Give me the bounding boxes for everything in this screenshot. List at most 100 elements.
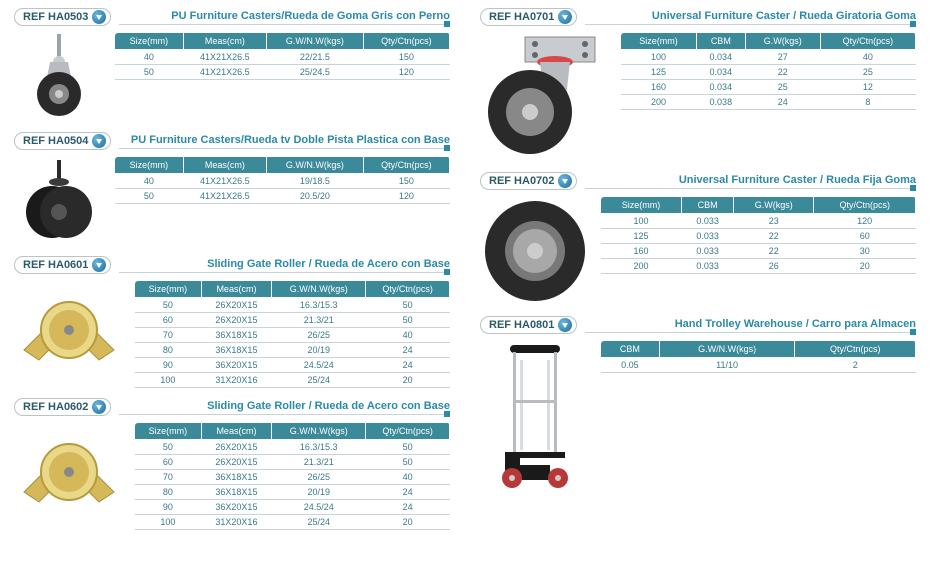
col-header: Meas(cm) xyxy=(183,33,266,50)
spec-table: Size(mm)Meas(cm)G.W/N.W(kgs)Qty/Ctn(pcs)… xyxy=(114,156,450,204)
product-title: Sliding Gate Roller / Rueda de Acero con… xyxy=(119,400,450,415)
cell: 100 xyxy=(135,373,202,388)
table-row: 7036X18X1526/2540 xyxy=(135,328,450,343)
cell: 0.034 xyxy=(696,65,745,80)
cell: 50 xyxy=(135,440,202,455)
cell: 20/19 xyxy=(272,343,366,358)
cell: 31X20X16 xyxy=(201,515,271,530)
spec-table: Size(mm)CBMG.W(kgs)Qty/Ctn(pcs)1000.0342… xyxy=(620,32,916,110)
col-header: Qty/Ctn(pcs) xyxy=(795,341,916,358)
product-title: Hand Trolley Warehouse / Carro para Alma… xyxy=(585,318,916,333)
spec-table: Size(mm)CBMG.W(kgs)Qty/Ctn(pcs)1000.0332… xyxy=(600,196,916,274)
cell: 26 xyxy=(734,259,814,274)
product-image xyxy=(14,280,124,370)
col-header: G.W/N.W(kgs) xyxy=(659,341,795,358)
arrow-down-icon xyxy=(558,174,572,188)
col-header: Qty/Ctn(pcs) xyxy=(814,197,916,214)
product-title: PU Furniture Casters/Rueda de Goma Gris … xyxy=(119,10,450,25)
cell: 11/10 xyxy=(659,358,795,373)
col-header: Size(mm) xyxy=(115,33,184,50)
cell: 90 xyxy=(135,358,202,373)
col-header: G.W(kgs) xyxy=(734,197,814,214)
col-header: Size(mm) xyxy=(601,197,682,214)
cell: 50 xyxy=(115,65,184,80)
table-row: 2000.0332620 xyxy=(601,259,916,274)
cell: 25/24 xyxy=(272,373,366,388)
cell: 12 xyxy=(820,80,915,95)
table-row: 0.0511/102 xyxy=(601,358,916,373)
cell: 36X20X15 xyxy=(201,500,271,515)
cell: 70 xyxy=(135,470,202,485)
cell: 0.05 xyxy=(601,358,660,373)
col-header: G.W/N.W(kgs) xyxy=(266,33,363,50)
cell: 27 xyxy=(745,50,820,65)
cell: 23 xyxy=(734,214,814,229)
arrow-down-icon xyxy=(92,134,106,148)
table-row: 10031X20X1625/2420 xyxy=(135,373,450,388)
cell: 20 xyxy=(814,259,916,274)
table-row: 5041X21X26.525/24.5120 xyxy=(115,65,450,80)
cell: 150 xyxy=(363,174,449,189)
col-header: Qty/Ctn(pcs) xyxy=(820,33,915,50)
cell: 120 xyxy=(814,214,916,229)
cell: 41X21X26.5 xyxy=(183,189,266,204)
cell: 120 xyxy=(363,189,449,204)
table-row: 6026X20X1521.3/2150 xyxy=(135,313,450,328)
cell: 22 xyxy=(745,65,820,80)
table-row: 4041X21X26.519/18.5150 xyxy=(115,174,450,189)
cell: 26X20X15 xyxy=(201,440,271,455)
ref-code: REF HA0503 xyxy=(23,11,88,23)
col-header: G.W(kgs) xyxy=(745,33,820,50)
col-header: Size(mm) xyxy=(115,157,184,174)
cell: 60 xyxy=(135,313,202,328)
cell: 50 xyxy=(366,455,450,470)
cell: 60 xyxy=(135,455,202,470)
product-block: REF HA0504PU Furniture Casters/Rueda tv … xyxy=(14,132,450,246)
ref-code: REF HA0504 xyxy=(23,135,88,147)
ref-badge: REF HA0503 xyxy=(14,8,111,26)
col-header: CBM xyxy=(601,341,660,358)
table-row: 1000.03323120 xyxy=(601,214,916,229)
table-row: 1600.0332230 xyxy=(601,244,916,259)
cell: 80 xyxy=(135,343,202,358)
cell: 41X21X26.5 xyxy=(183,174,266,189)
right-column: REF HA0701Universal Furniture Caster / R… xyxy=(480,8,916,540)
ref-badge: REF HA0601 xyxy=(14,256,111,274)
product-block: REF HA0602 Sliding Gate Roller / Rueda de… xyxy=(14,398,450,530)
cell: 26X20X15 xyxy=(201,313,271,328)
table-row: 6026X20X1521.3/2150 xyxy=(135,455,450,470)
cell: 31X20X16 xyxy=(201,373,271,388)
ref-code: REF HA0801 xyxy=(489,319,554,331)
cell: 21.3/21 xyxy=(272,313,366,328)
cell: 26/25 xyxy=(272,470,366,485)
cell: 24 xyxy=(366,343,450,358)
cell: 40 xyxy=(115,174,184,189)
cell: 50 xyxy=(366,313,450,328)
cell: 50 xyxy=(135,298,202,313)
cell: 50 xyxy=(366,440,450,455)
arrow-down-icon xyxy=(92,258,106,272)
cell: 30 xyxy=(814,244,916,259)
table-row: 9036X20X1524.5/2424 xyxy=(135,358,450,373)
cell: 20.5/20 xyxy=(266,189,363,204)
cell: 41X21X26.5 xyxy=(183,50,266,65)
spec-table: Size(mm)Meas(cm)G.W/N.W(kgs)Qty/Ctn(pcs)… xyxy=(134,280,450,388)
table-row: 8036X18X1520/1924 xyxy=(135,485,450,500)
product-image xyxy=(480,32,610,162)
table-row: 1250.0342225 xyxy=(621,65,916,80)
product-block: REF HA0601Sliding Gate Roller / Rueda de… xyxy=(14,256,450,388)
cell: 20 xyxy=(366,373,450,388)
cell: 120 xyxy=(363,65,449,80)
cell: 200 xyxy=(601,259,682,274)
cell: 24.5/24 xyxy=(272,500,366,515)
product-image xyxy=(14,32,104,122)
cell: 16.3/15.3 xyxy=(272,298,366,313)
product-block: REF HA0701Universal Furniture Caster / R… xyxy=(480,8,916,162)
ref-badge: REF HA0702 xyxy=(480,172,577,190)
cell: 36X18X15 xyxy=(201,485,271,500)
cell: 22 xyxy=(734,229,814,244)
col-header: Size(mm) xyxy=(135,423,202,440)
ref-code: REF HA0602 xyxy=(23,401,88,413)
ref-badge: REF HA0701 xyxy=(480,8,577,26)
ref-badge: REF HA0801 xyxy=(480,316,577,334)
